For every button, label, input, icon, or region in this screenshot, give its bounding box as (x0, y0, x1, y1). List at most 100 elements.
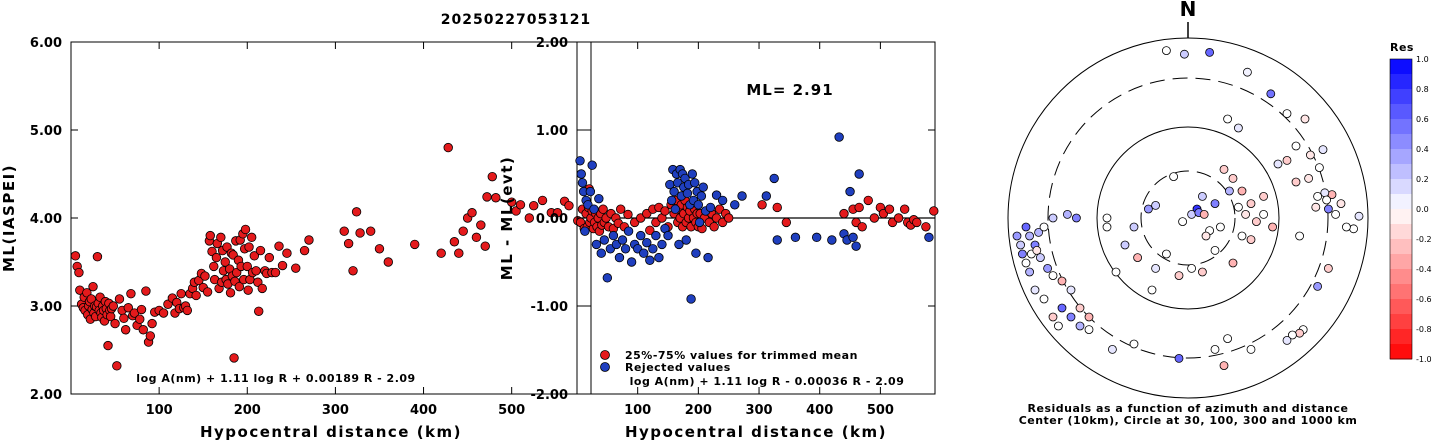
data-point (703, 252, 713, 263)
azimuth-point (1162, 249, 1171, 259)
data-point (257, 283, 267, 294)
data-point (839, 208, 849, 219)
data-point (645, 225, 655, 236)
data-point (576, 169, 586, 179)
azimuth-point (1084, 312, 1094, 322)
data-point (114, 294, 125, 304)
azimuth-point (1111, 267, 1121, 277)
data-point (670, 204, 680, 214)
azimuth-point (1342, 222, 1351, 232)
azimuth-point (1210, 199, 1220, 209)
azimuth-point (1259, 209, 1268, 219)
y-tick-label: 4.00 (30, 212, 62, 227)
data-point (769, 173, 779, 184)
data-point (136, 304, 147, 315)
colorbar-tick-label: -1.0 (1416, 355, 1432, 364)
data-point (608, 230, 619, 241)
data-point (251, 266, 261, 276)
data-point (709, 222, 719, 232)
azimuth-point (1072, 213, 1081, 223)
azimuth-point (1066, 312, 1076, 322)
data-point (827, 235, 837, 245)
colorbar-cell (1390, 104, 1412, 120)
azimuth-point (1174, 353, 1184, 363)
data-point (854, 169, 864, 179)
data-point (282, 248, 292, 258)
colorbar-cell (1390, 314, 1412, 330)
data-point (694, 217, 705, 228)
caption-line-2: Center (10km), Circle at 30, 100, 300 an… (1019, 414, 1358, 427)
y-tick-label: 3.00 (30, 300, 62, 315)
azimuth-point (1306, 150, 1315, 160)
data-point (487, 171, 497, 182)
colorbar-cell (1390, 224, 1412, 240)
legend-marker-trimmed (600, 350, 610, 360)
colorbar-frame (1389, 58, 1413, 360)
data-point (443, 142, 453, 153)
azimuth-point (1304, 173, 1313, 183)
data-point (811, 232, 822, 243)
data-point (869, 213, 880, 223)
x-tick-label: 100 (146, 403, 173, 418)
data-point (772, 202, 782, 213)
azimuth-point (1282, 335, 1292, 345)
y-tick-label: 0.00 (536, 212, 568, 227)
data-point (585, 186, 596, 197)
data-point (620, 244, 631, 254)
colorbar-tick-label: -0.2 (1416, 235, 1432, 244)
colorbar-tick-label: 0.0 (1416, 205, 1429, 214)
azimuth-point (1048, 213, 1058, 223)
azimuth-point (1228, 173, 1238, 183)
data-points (575, 132, 939, 304)
x-tick-label: 200 (685, 403, 712, 418)
azimuth-point (1174, 271, 1184, 281)
data-point (246, 232, 257, 243)
azimuth-point (1151, 263, 1160, 273)
data-point (355, 228, 365, 238)
data-point (240, 224, 251, 235)
azimuth-point (1246, 199, 1256, 209)
data-point (723, 213, 734, 223)
azimuth-point (1012, 231, 1022, 241)
colorbar-tick-label: 1.0 (1416, 55, 1429, 64)
data-point (580, 226, 590, 236)
colorbar-cell (1390, 269, 1412, 285)
data-point (552, 208, 563, 218)
colorbar-cell (1390, 344, 1412, 360)
data-point (147, 318, 157, 329)
azimuth-point (1246, 235, 1256, 245)
data-point (669, 186, 679, 197)
colorbar-tick-label: 0.4 (1416, 145, 1429, 154)
circle-30km (1140, 170, 1236, 266)
azimuth-point (1300, 114, 1310, 124)
data-point (602, 273, 613, 283)
azimuth-point (1246, 344, 1256, 354)
data-point (639, 248, 649, 258)
data-point (255, 245, 266, 256)
data-point (374, 244, 385, 254)
data-point (304, 235, 314, 245)
data-point (410, 239, 420, 250)
data-point (254, 306, 264, 316)
y-tick-label: 5.00 (30, 124, 62, 139)
azimuth-point (1295, 231, 1304, 241)
x-tick-label: 500 (498, 403, 525, 418)
data-point (123, 303, 133, 313)
data-point (705, 202, 716, 213)
azimuth-point (1237, 231, 1247, 241)
azimuth-point (1169, 172, 1178, 182)
data-point (110, 318, 120, 329)
azimuth-point (1102, 222, 1112, 232)
colorbar-cell (1390, 149, 1412, 165)
data-point (480, 241, 490, 251)
azimuth-point (1234, 202, 1243, 212)
azimuth-point (1324, 263, 1333, 273)
data-point (863, 195, 873, 206)
azimuth-point (1199, 209, 1209, 219)
data-point (626, 257, 637, 267)
data-point (893, 213, 904, 223)
colorbar-cell (1390, 74, 1412, 90)
y-tick-label: 1.00 (536, 124, 568, 139)
legend-label-rejected: Rejected values (625, 361, 731, 374)
